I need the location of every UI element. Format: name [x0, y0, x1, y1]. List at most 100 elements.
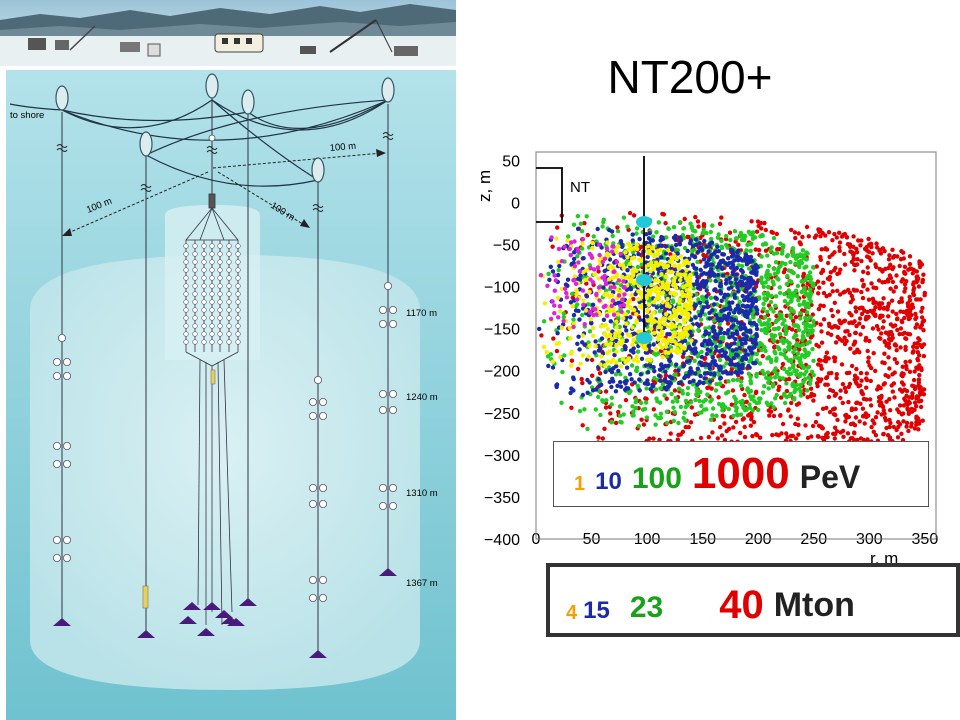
event-point: [584, 281, 589, 286]
event-point: [676, 386, 682, 391]
event-point: [595, 226, 600, 232]
event-point: [588, 317, 594, 322]
event-point: [561, 314, 566, 320]
event-point: [791, 362, 796, 368]
event-point: [737, 257, 742, 262]
event-point: [817, 285, 822, 290]
anchor: [309, 650, 327, 658]
event-point: [884, 425, 889, 431]
event-point: [605, 251, 610, 256]
event-point: [743, 289, 748, 294]
event-point: [689, 405, 694, 410]
event-point: [919, 398, 924, 403]
event-point: [805, 332, 811, 338]
event-point: [749, 351, 755, 356]
event-point: [672, 263, 677, 268]
event-point: [854, 250, 860, 255]
event-point: [750, 233, 755, 238]
event-point: [784, 394, 789, 400]
event-point: [723, 281, 729, 286]
event-point: [782, 348, 787, 353]
buoy-cables: [9, 99, 389, 187]
event-point: [627, 210, 633, 216]
event-point: [670, 323, 676, 328]
event-point: [869, 281, 874, 286]
event-point: [628, 261, 633, 266]
event-point: [731, 331, 736, 336]
event-point: [748, 248, 753, 253]
event-point: [771, 405, 776, 410]
optical-module: [235, 299, 241, 305]
event-point: [780, 245, 786, 250]
event-point: [719, 245, 725, 251]
event-point: [849, 313, 854, 318]
event-point: [614, 364, 619, 369]
event-point: [862, 421, 867, 426]
event-point: [914, 420, 919, 425]
event-point: [900, 374, 905, 379]
event-point: [889, 337, 894, 343]
event-point: [789, 294, 795, 299]
event-point: [900, 277, 905, 282]
event-point: [623, 275, 629, 281]
event-point: [834, 375, 839, 381]
event-point: [756, 247, 762, 253]
event-point: [689, 317, 694, 322]
event-point: [745, 303, 750, 309]
event-point: [865, 309, 870, 315]
event-point: [898, 345, 903, 350]
event-point: [700, 279, 705, 285]
event-point: [735, 377, 740, 382]
event-point: [897, 387, 903, 392]
event-point: [765, 356, 770, 361]
event-point: [590, 280, 596, 285]
event-point: [875, 410, 880, 415]
optical-module: [308, 594, 317, 603]
event-point: [784, 381, 789, 386]
event-point: [603, 389, 609, 394]
optical-module: [201, 251, 207, 257]
event-point: [615, 225, 620, 230]
event-point: [559, 259, 565, 264]
event-point: [897, 422, 903, 427]
event-point: [665, 263, 671, 269]
event-point: [623, 250, 628, 255]
event-point: [714, 363, 719, 368]
event-point: [770, 432, 775, 438]
event-point: [672, 388, 678, 393]
event-point: [555, 295, 561, 301]
event-point: [632, 331, 637, 336]
optical-module: [183, 275, 189, 281]
event-point: [678, 254, 683, 259]
event-point: [877, 266, 882, 272]
event-point: [577, 408, 583, 414]
event-point: [681, 415, 686, 421]
event-point: [722, 330, 727, 336]
event-point: [610, 357, 616, 363]
optical-module: [235, 251, 241, 257]
event-point: [609, 229, 615, 234]
event-point: [596, 269, 601, 274]
event-point: [738, 430, 743, 436]
y-tick-label: 50: [502, 153, 520, 170]
event-point: [660, 338, 666, 344]
optical-module: [217, 299, 223, 305]
event-point: [653, 422, 658, 427]
event-point: [709, 252, 714, 257]
event-point: [725, 245, 730, 250]
event-point: [854, 366, 859, 372]
event-point: [796, 231, 801, 236]
event-point: [637, 236, 642, 242]
optical-module: [183, 267, 189, 273]
event-point: [682, 410, 687, 415]
event-point: [652, 375, 657, 381]
event-point: [907, 369, 913, 374]
event-point: [609, 303, 614, 309]
event-point: [618, 413, 623, 418]
event-point: [900, 411, 906, 416]
event-point: [870, 418, 875, 423]
event-point: [695, 259, 700, 265]
event-point: [571, 375, 576, 380]
event-point: [611, 265, 616, 270]
event-point: [787, 366, 792, 371]
